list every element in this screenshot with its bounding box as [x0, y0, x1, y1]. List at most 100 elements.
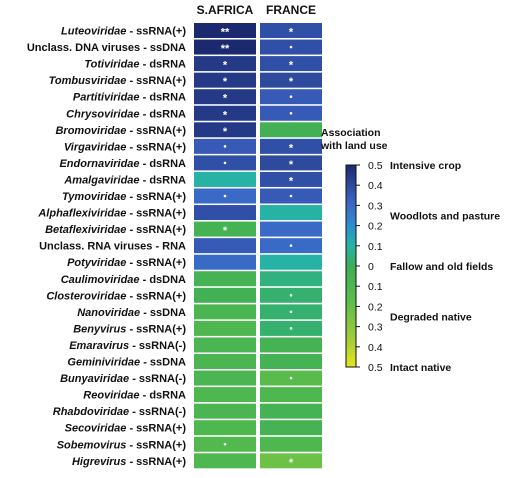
row-label-genome: - ssRNA(+)	[126, 323, 186, 335]
row-label: Tombusviridae - ssRNA(+)	[49, 75, 187, 87]
land-use-category-label: Woodlots and pasture	[390, 211, 500, 223]
heatmap-cell	[194, 238, 256, 254]
heatmap-cell	[260, 403, 322, 419]
heatmap-cell	[260, 122, 322, 138]
row-label: Secoviridae - ssRNA(+)	[65, 423, 187, 435]
row-label-family: Tymoviridae	[62, 191, 126, 203]
row-label-genome: - ssRNA(+)	[126, 439, 186, 451]
heatmap-cell	[260, 436, 322, 452]
heatmap-cell	[260, 155, 322, 171]
heatmap-cell	[194, 304, 256, 320]
significance-mark: *	[223, 93, 228, 105]
row-label-family: Reoviridae	[83, 390, 139, 402]
heatmap-cell	[260, 387, 322, 403]
heatmap-cell	[260, 23, 322, 38]
legend-title: Association	[321, 127, 381, 139]
row-label-genome: - dsRNA	[140, 390, 187, 402]
row-label: Higrevirus - ssRNA(+)	[72, 456, 186, 468]
row-label: Betaflexiviridae - ssRNA(+)	[45, 224, 186, 236]
significance-dot	[289, 310, 293, 314]
row-label-family: Totiviridae	[84, 59, 139, 71]
row-label-family: Virgaviridae	[64, 141, 127, 153]
heatmap-cell	[194, 89, 256, 105]
significance-mark: *	[289, 457, 294, 469]
colorbar-tick-label: 0.5	[368, 362, 383, 374]
row-label: Unclass. RNA viruses - RNA	[39, 241, 186, 253]
row-label: Alphaflexiviridae - ssRNA(+)	[37, 208, 186, 220]
heatmap-cell	[194, 171, 256, 187]
row-label: Sobemovirus - ssRNA(+)	[57, 439, 187, 451]
heatmap-cell	[194, 337, 256, 353]
row-label-family: Unclass. DNA viruses	[27, 42, 140, 54]
heatmap-cell	[194, 205, 256, 221]
row-label-genome: - ssDNA	[140, 307, 186, 319]
significance-dot	[289, 111, 293, 115]
land-use-category-label: Intensive crop	[390, 160, 461, 172]
row-label-genome: - ssRNA(+)	[126, 125, 186, 137]
heatmap-cell	[260, 271, 322, 287]
row-label-family: Chrysoviridae	[66, 108, 139, 120]
row-label: Potyviridae - ssRNA(+)	[67, 257, 186, 269]
significance-mark: *	[223, 109, 228, 121]
row-label-family: Nanoviridae	[77, 307, 140, 319]
heatmap-cell	[194, 320, 256, 336]
column-header-france: FRANCE	[266, 3, 316, 17]
row-label: Bunyaviridae - ssRNA(-)	[60, 373, 186, 385]
legend-title: with land use	[320, 140, 388, 152]
row-label-genome: - dsRNA	[140, 158, 187, 170]
heatmap-cell	[260, 56, 322, 72]
row-label-family: Potyviridae	[67, 257, 126, 269]
row-label: Virgaviridae - ssRNA(+)	[64, 141, 187, 153]
colorbar-tick-label: 0.4	[368, 342, 383, 354]
row-label-family: Endornaviridae	[59, 158, 139, 170]
row-label: Emaravirus - ssRNA(-)	[69, 340, 186, 352]
colorbar-tick-label: 0.2	[368, 221, 383, 233]
significance-dot	[223, 161, 227, 165]
row-label-family: Rhabdoviridae	[53, 406, 129, 418]
heatmap-cell	[194, 23, 256, 38]
row-label-family: Benyvirus	[73, 323, 126, 335]
heatmap-cell	[194, 420, 256, 436]
significance-mark: *	[289, 142, 294, 154]
row-label-genome: - ssRNA(+)	[126, 75, 186, 87]
heatmap-cell	[260, 221, 322, 237]
heatmap-cell	[260, 420, 322, 436]
row-label: Luteoviridae - ssRNA(+)	[61, 26, 186, 38]
row-label-genome: - dsRNA	[140, 92, 187, 104]
row-label: Totiviridae - dsRNA	[84, 59, 186, 71]
row-label: Benyvirus - ssRNA(+)	[73, 323, 186, 335]
row-label: Chrysoviridae - dsRNA	[66, 108, 186, 120]
heatmap-cell	[194, 287, 256, 303]
heatmap-cell	[260, 205, 322, 221]
row-label-family: Bromoviridae	[55, 125, 126, 137]
heatmap-cell	[194, 387, 256, 403]
column-header-s-africa: S.AFRICA	[197, 3, 254, 17]
row-label-family: Secoviridae	[65, 423, 127, 435]
heatmap-cell	[260, 453, 322, 469]
significance-mark: **	[221, 43, 230, 55]
significance-mark: *	[289, 27, 294, 39]
colorbar-tick-label: 0.3	[368, 200, 383, 212]
land-use-category-label: Intact native	[390, 362, 451, 374]
significance-mark: *	[289, 60, 294, 72]
row-label-genome: - ssRNA(+)	[126, 26, 186, 38]
row-label: Nanoviridae - ssDNA	[77, 307, 186, 319]
heatmap-cell	[194, 221, 256, 237]
row-label: Reoviridae - dsRNA	[83, 390, 186, 402]
heatmap-cell	[260, 171, 322, 187]
row-label-genome: - ssRNA(-)	[129, 340, 186, 352]
row-label-genome: - ssRNA(+)	[126, 141, 186, 153]
heatmap-cell	[194, 403, 256, 419]
heatmap-cell	[260, 337, 322, 353]
significance-dot	[289, 294, 293, 297]
heatmap-cell	[194, 122, 256, 138]
heatmap-cell	[260, 72, 322, 88]
colorbar-tick-label: 0.1	[368, 281, 383, 293]
row-label: Tymoviridae - ssRNA(+)	[62, 191, 186, 203]
row-label-genome: - ssRNA(+)	[126, 456, 186, 468]
row-label-family: Tombusviridae	[49, 75, 127, 87]
row-label-family: Bunyaviridae	[60, 373, 129, 385]
heatmap-cell	[260, 138, 322, 154]
colorbar-tick-label: 0.3	[368, 322, 383, 334]
heatmap-cell	[260, 354, 322, 369]
